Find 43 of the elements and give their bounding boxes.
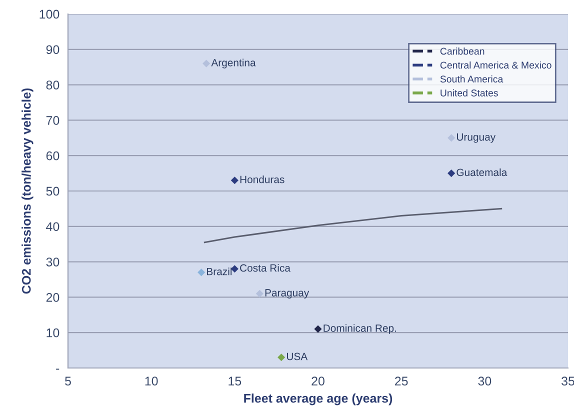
annotation: Uruguay (457, 133, 496, 143)
x-tick-label: 20 (312, 376, 324, 386)
x-axis-title: Fleet average age (years) (244, 394, 392, 406)
x-tick-label: 25 (395, 376, 408, 386)
y-tick-label: 60 (46, 151, 60, 160)
y-axis-title: CO2 emissions (ton/heavy vehicle) (22, 88, 34, 294)
annotation: Argentina (211, 58, 256, 68)
point (448, 169, 456, 178)
point (314, 325, 322, 333)
annotation: USA (287, 352, 308, 360)
point (198, 268, 206, 276)
legend-label: South America (440, 75, 504, 83)
point (256, 290, 264, 298)
point (448, 134, 456, 142)
x-tick-label: 10 (145, 376, 158, 386)
annotation: Costa Rica (240, 264, 290, 272)
y-tick-label: 10 (46, 328, 60, 338)
annotation: Honduras (240, 176, 284, 184)
y-tick-label: 70 (46, 116, 60, 125)
y-tick-label: 20 (46, 293, 60, 302)
x-tick-label: 35 (562, 376, 574, 386)
y-tick-label: 50 (46, 186, 60, 196)
y-tick-label: 40 (46, 222, 60, 232)
annotation: Dominican Rep. (324, 324, 396, 334)
x-tick-label: 5 (65, 376, 71, 386)
legend-label: United States (440, 89, 498, 96)
annotation: Brazil (207, 268, 232, 276)
line-series (204, 208, 502, 244)
x-tick-label: 30 (478, 376, 492, 386)
point (230, 265, 238, 273)
x-tick-label: 15 (228, 376, 242, 386)
legend-label: Caribbean (440, 48, 484, 55)
y-tick-label: 80 (46, 80, 60, 90)
point (230, 176, 238, 184)
y-tick-label: 90 (46, 45, 60, 54)
point (278, 354, 286, 362)
legend-label: Central America & Mexico (440, 61, 552, 69)
y-tick-label: 100 (40, 10, 60, 19)
y-tick-label: - (56, 368, 60, 370)
y-tick-label: 30 (46, 258, 60, 266)
annotation: Guatemala (456, 168, 508, 176)
point (202, 60, 210, 68)
annotation: Paraguay (265, 289, 310, 299)
